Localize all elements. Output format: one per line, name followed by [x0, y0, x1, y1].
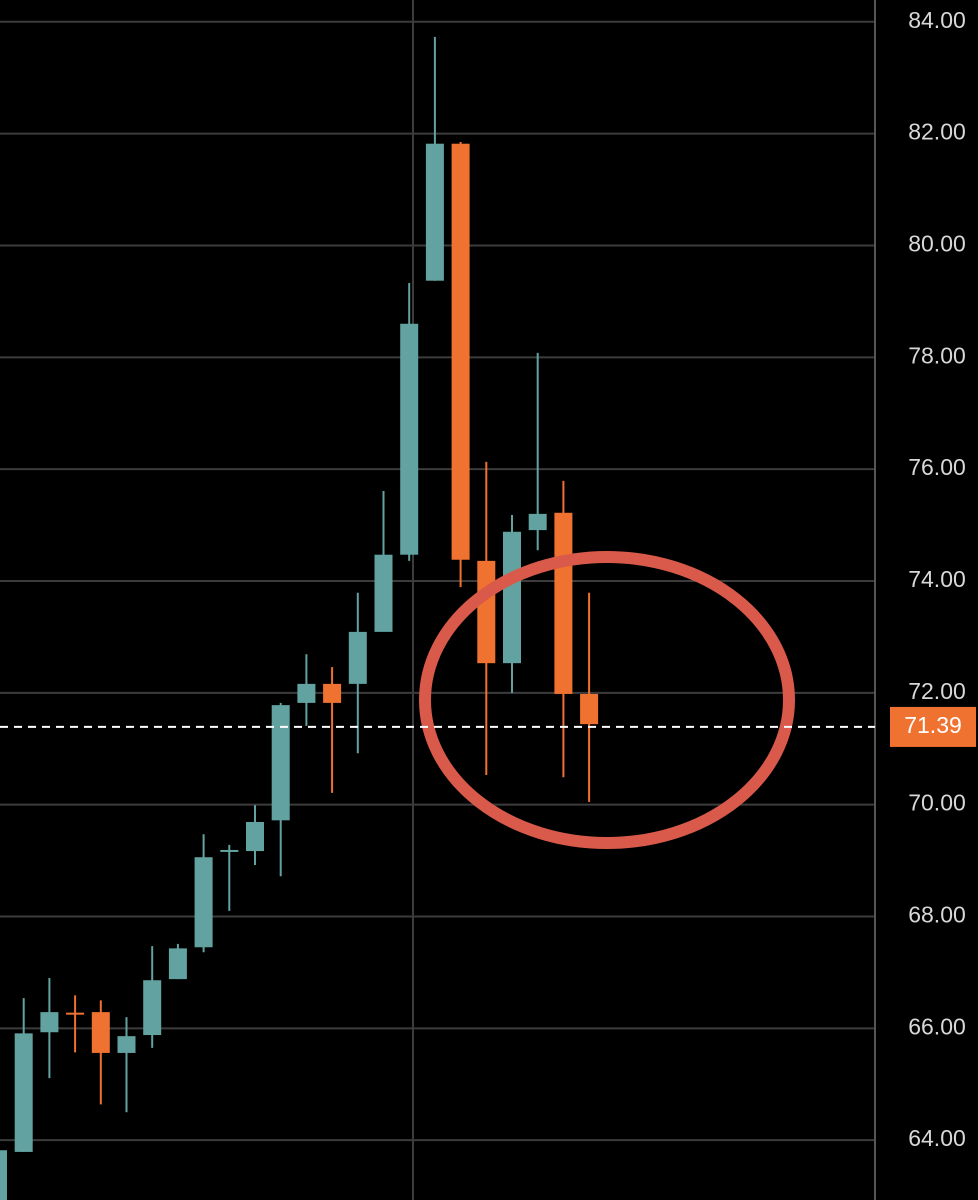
y-tick-label: 68.00: [908, 902, 966, 928]
candle-body: [503, 531, 521, 664]
candle-body: [117, 1036, 136, 1053]
candle-body: [528, 513, 547, 531]
candle-body: [580, 693, 599, 725]
y-tick-label: 70.00: [908, 790, 966, 816]
candle-body: [425, 143, 444, 281]
y-tick-label: 72.00: [908, 678, 966, 704]
y-tick-label: 84.00: [908, 7, 966, 33]
candle-body: [168, 948, 187, 980]
candle-body: [297, 683, 316, 703]
candle-body: [91, 1012, 110, 1053]
candle-body: [271, 705, 290, 821]
candle-body: [246, 821, 264, 852]
last-price-box: [890, 706, 976, 747]
y-tick-label: 74.00: [908, 566, 966, 592]
candle-body: [194, 857, 213, 948]
y-tick-label: 64.00: [908, 1125, 966, 1151]
candle-body: [323, 683, 342, 703]
candle-body: [400, 323, 419, 555]
annotation-ellipse: [419, 551, 795, 849]
candle-body: [143, 980, 162, 1036]
y-tick-label: 82.00: [908, 119, 966, 145]
candle-body: [554, 512, 573, 694]
candle-body: [374, 554, 393, 632]
candle-body: [451, 143, 470, 560]
y-axis: 64.00 66.00 68.00 70.00 72.00 74.00 76.00 78.00…: [908, 7, 966, 1151]
candle-body: [66, 1012, 85, 1015]
y-tick-label: 66.00: [908, 1013, 966, 1039]
candle-body: [14, 1033, 33, 1152]
candle-body: [477, 560, 496, 664]
y-tick-label: 80.00: [908, 231, 966, 257]
candle-body: [0, 1150, 7, 1200]
y-tick-label: 76.00: [908, 454, 966, 480]
y-tick-label: 78.00: [908, 342, 966, 368]
candle-body: [220, 849, 239, 852]
candle-body: [40, 1012, 59, 1033]
last-price-label: 71.39: [904, 712, 962, 738]
candle-body: [348, 631, 367, 684]
